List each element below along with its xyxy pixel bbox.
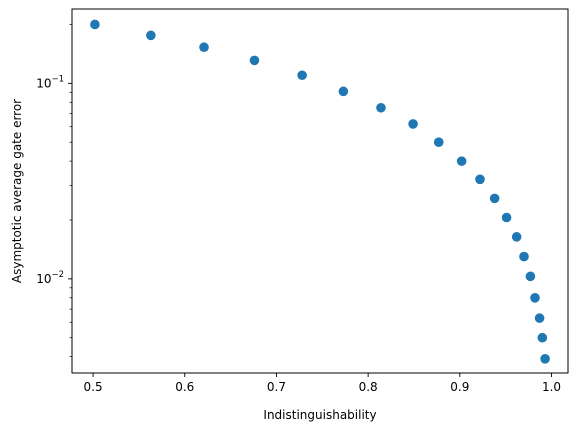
y-axis-label: Asymptotic average gate error [10, 99, 24, 283]
data-point [525, 271, 536, 282]
data-points [90, 19, 550, 364]
x-axis-label: Indistinguishability [263, 408, 376, 422]
data-point [297, 70, 307, 81]
x-axis-ticks: 0.5 0.6 0.7 0.8 0.9 1.0 [84, 373, 561, 394]
data-point [530, 293, 540, 303]
data-point [475, 174, 485, 185]
data-point [433, 137, 444, 147]
data-point [376, 102, 386, 113]
data-point [501, 212, 512, 223]
data-point [338, 86, 349, 97]
data-point [519, 251, 529, 262]
data-point [408, 119, 418, 129]
x-tick-label: 0.8 [359, 380, 378, 394]
data-point [511, 232, 522, 242]
data-point [456, 156, 467, 166]
x-tick-label: 0.9 [450, 380, 469, 394]
x-tick-label: 1.0 [542, 380, 561, 394]
y-tick-label: 10−1 [36, 74, 64, 90]
data-point [540, 354, 550, 364]
data-point [534, 313, 545, 323]
data-point [199, 42, 209, 53]
x-tick-label: 0.5 [84, 380, 103, 394]
data-point [90, 19, 100, 30]
x-tick-label: 0.6 [175, 380, 194, 394]
plot-frame [71, 8, 569, 374]
data-point [146, 30, 156, 41]
x-tick-label: 0.7 [267, 380, 286, 394]
data-point [489, 193, 500, 204]
y-tick-label: 10−2 [36, 270, 64, 286]
data-point [249, 55, 260, 66]
data-point [537, 332, 548, 343]
